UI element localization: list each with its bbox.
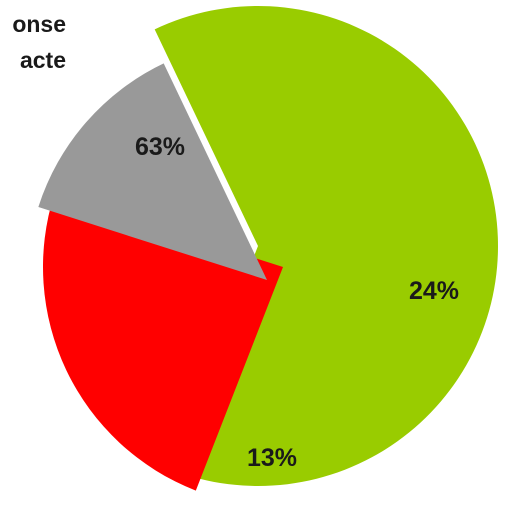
legend-line-1: onse [12,11,66,37]
legend-text: onse acte [12,6,66,78]
slice-label-63: 63% [135,133,185,161]
slice-label-24: 24% [409,277,459,305]
slices-layer [38,6,498,491]
pie-slice-13 [38,63,267,280]
legend-line-2: acte [19,47,66,73]
pie-slice-24 [42,194,283,491]
slice-label-13: 13% [247,444,297,472]
labels-layer: 63% 24% 13% [135,133,459,472]
